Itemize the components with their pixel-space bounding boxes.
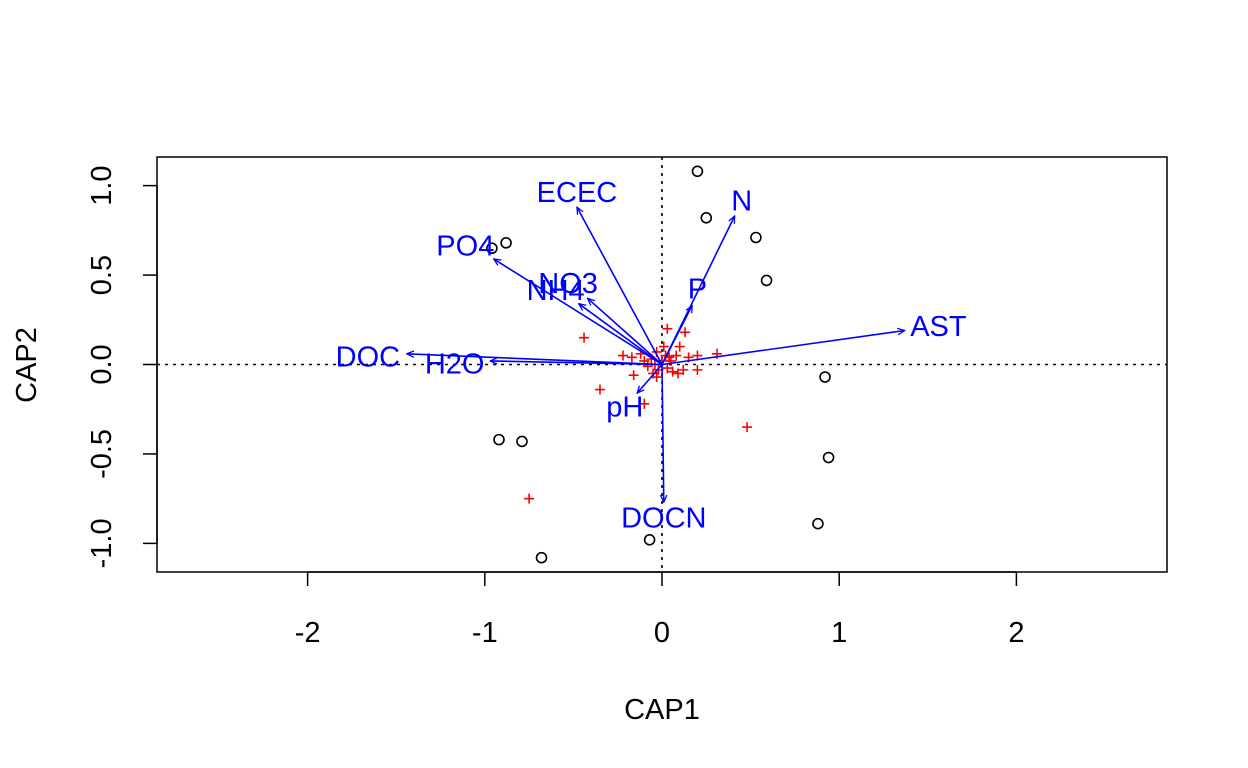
species-point [524, 493, 535, 504]
biplot-arrow [407, 354, 663, 366]
species-point [618, 350, 629, 361]
site-point [500, 237, 512, 249]
species-point [671, 350, 682, 361]
biplot-arrow [579, 304, 663, 366]
biplot-arrow-label: H2O [425, 349, 485, 381]
species-point [674, 341, 685, 352]
biplot-arrow [577, 207, 663, 365]
biplot-arrow-label: NO3 [538, 268, 598, 300]
site-point [760, 274, 773, 287]
y-tick-label: 0.5 [86, 255, 118, 295]
species-point [628, 370, 639, 381]
species-point [692, 364, 703, 375]
x-axis-label: CAP1 [624, 694, 700, 726]
species-point [667, 366, 678, 377]
site-point [535, 551, 548, 564]
biplot-arrow [637, 363, 663, 394]
y-axis-label: CAP2 [11, 327, 43, 403]
biplot-arrow [588, 298, 663, 366]
biplot-arrow [661, 305, 692, 365]
biplot-arrow-label: PO4 [436, 230, 494, 262]
species-point [742, 422, 753, 433]
x-tick-label: 2 [1008, 617, 1024, 649]
species-point [662, 323, 673, 334]
species-point [658, 341, 669, 352]
x-tick-label: -1 [472, 617, 498, 649]
biplot-arrow-label: N [731, 186, 752, 218]
site-point [691, 165, 704, 178]
species-point [642, 361, 653, 372]
x-tick-label: 0 [654, 617, 670, 649]
species-point [626, 352, 637, 363]
site-points [486, 165, 835, 564]
species-point [678, 364, 689, 375]
biplot-arrow-label: AST [910, 311, 967, 343]
biplot-arrow-label: DOCN [621, 502, 706, 534]
species-point [651, 372, 662, 383]
biplot-arrow [490, 361, 663, 366]
y-axis: -1.0 -0.5 0.0 0.5 1.0 [86, 165, 158, 568]
biplot-arrow [494, 259, 663, 366]
y-tick-label: 1.0 [86, 165, 118, 205]
y-tick-label: -0.5 [86, 429, 118, 479]
site-point [493, 433, 505, 446]
site-point [819, 371, 831, 383]
site-point [516, 435, 528, 448]
species-point [579, 332, 590, 343]
x-axis: -2 -1 0 1 2 [295, 571, 1024, 649]
species-point [639, 398, 650, 409]
biplot-arrow-label: NH4 [527, 275, 585, 307]
biplot-arrow-label: DOC [336, 341, 400, 373]
species-point [672, 368, 683, 379]
x-tick-label: -2 [295, 617, 321, 649]
biplot-arrow [662, 364, 664, 503]
biplot-arrow-label: P [688, 273, 707, 305]
biplot-arrow-label: ECEC [537, 177, 618, 209]
species-point [680, 327, 691, 338]
site-point [822, 451, 835, 464]
y-tick-label: -1.0 [86, 518, 118, 568]
species-point [594, 384, 605, 395]
site-point [643, 534, 656, 546]
site-point [750, 231, 762, 244]
biplot-arrow [661, 331, 905, 366]
site-point [812, 517, 824, 530]
site-point [486, 242, 498, 255]
species-point [662, 363, 673, 374]
biplot-arrow-label: pH [606, 391, 643, 423]
species-point [665, 355, 676, 366]
site-point [700, 212, 713, 224]
y-tick-label: 0.0 [86, 344, 118, 384]
x-tick-label: 1 [831, 617, 847, 649]
